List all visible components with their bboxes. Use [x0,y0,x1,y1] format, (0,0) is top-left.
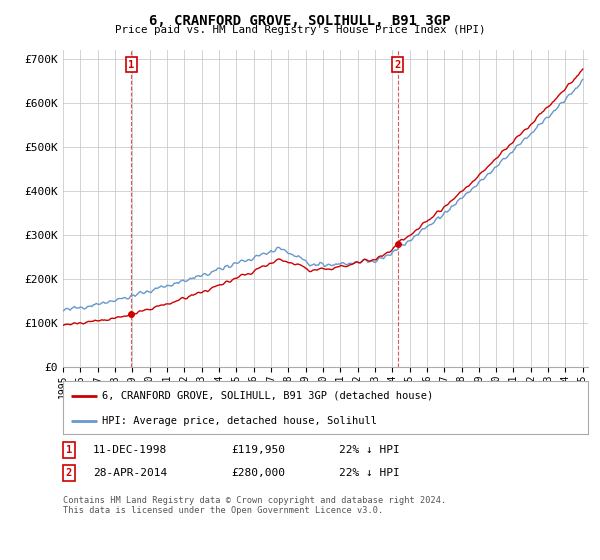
Text: £280,000: £280,000 [231,468,285,478]
Text: Price paid vs. HM Land Registry's House Price Index (HPI): Price paid vs. HM Land Registry's House … [115,25,485,35]
Text: 6, CRANFORD GROVE, SOLIHULL, B91 3GP (detached house): 6, CRANFORD GROVE, SOLIHULL, B91 3GP (de… [103,391,434,401]
Text: 11-DEC-1998: 11-DEC-1998 [93,445,167,455]
Text: £119,950: £119,950 [231,445,285,455]
Text: Contains HM Land Registry data © Crown copyright and database right 2024.
This d: Contains HM Land Registry data © Crown c… [63,496,446,515]
Text: 1: 1 [66,445,72,455]
Text: 28-APR-2014: 28-APR-2014 [93,468,167,478]
Text: 1: 1 [128,59,134,69]
Text: 2: 2 [66,468,72,478]
Text: HPI: Average price, detached house, Solihull: HPI: Average price, detached house, Soli… [103,416,377,426]
Text: 6, CRANFORD GROVE, SOLIHULL, B91 3GP: 6, CRANFORD GROVE, SOLIHULL, B91 3GP [149,14,451,28]
Text: 2: 2 [395,59,401,69]
Text: 22% ↓ HPI: 22% ↓ HPI [339,468,400,478]
Text: 22% ↓ HPI: 22% ↓ HPI [339,445,400,455]
